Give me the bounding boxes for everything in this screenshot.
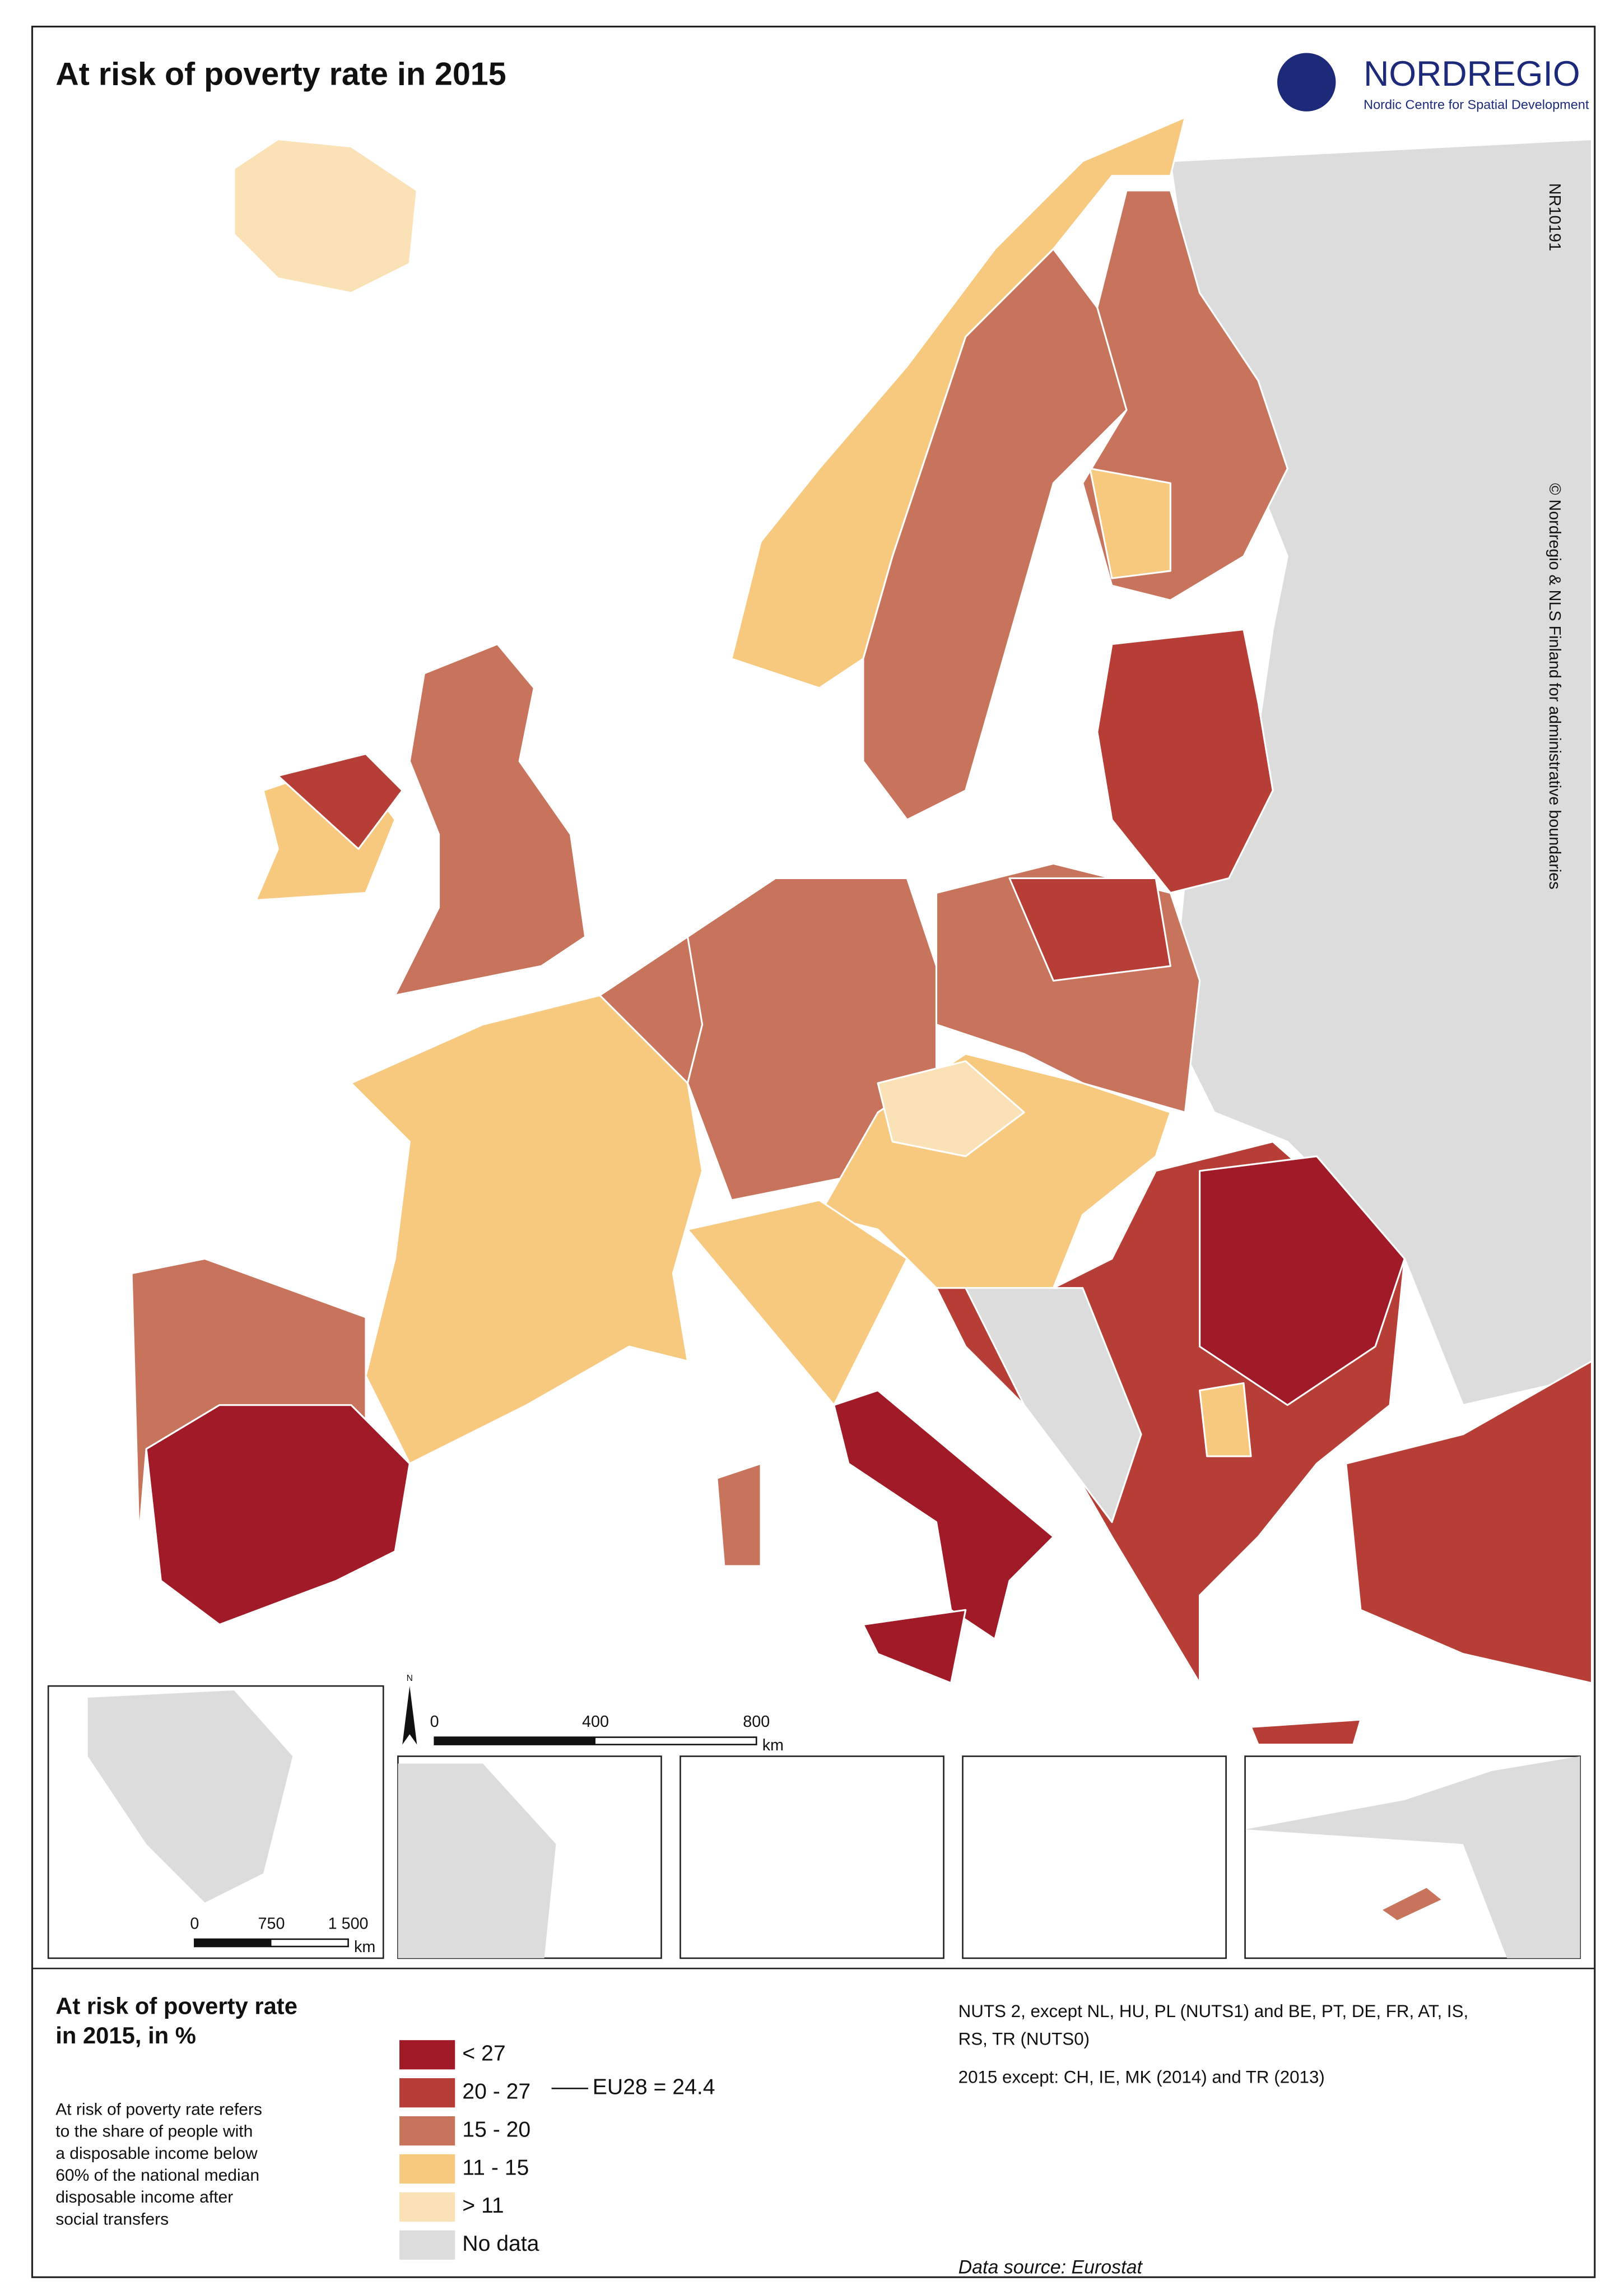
scale-label: 750	[258, 1915, 285, 1932]
region	[1008, 877, 1171, 982]
scale-unit: km	[354, 1938, 375, 1956]
north-arrow	[402, 1686, 417, 1745]
region	[1199, 1155, 1406, 1406]
legend-title: At risk of poverty rate	[55, 1993, 297, 2019]
description: 60% of the national median	[55, 2166, 259, 2185]
copyright: © Nordregio & NLS Finland for administra…	[1546, 483, 1563, 889]
region	[145, 1404, 411, 1625]
region	[233, 138, 418, 294]
inset-land	[398, 1763, 556, 1958]
legend-label: No data	[462, 2232, 539, 2256]
note: 2015 except: CH, IE, MK (2014) and TR (2…	[958, 2067, 1325, 2087]
cyprus	[1383, 1888, 1441, 1920]
legend-label: 15 - 20	[462, 2117, 531, 2141]
scale-label: 1 500	[328, 1915, 369, 1932]
scale-label: 800	[743, 1713, 770, 1731]
region	[833, 1389, 1054, 1641]
region	[686, 1199, 908, 1406]
greenland	[87, 1690, 293, 1903]
region	[862, 248, 1128, 821]
region	[862, 1609, 967, 1684]
legend-swatch	[399, 2078, 455, 2108]
north-label: N	[407, 1674, 413, 1683]
legend-label: < 27	[462, 2042, 505, 2066]
legend-swatch	[399, 2154, 455, 2184]
note: RS, TR (NUTS0)	[958, 2029, 1090, 2048]
region	[277, 752, 403, 850]
region	[965, 1287, 1142, 1523]
scale-segment	[194, 1939, 272, 1946]
legend-swatch	[399, 2116, 455, 2146]
inset-map	[680, 1755, 944, 1959]
description: a disposable income below	[55, 2144, 258, 2163]
scale-unit: km	[762, 1736, 784, 1754]
legend-label: > 11	[462, 2194, 504, 2218]
land	[131, 116, 1593, 1746]
description: social transfers	[55, 2210, 169, 2228]
note: NUTS 2, except NL, HU, PL (NUTS1) and BE…	[958, 2001, 1469, 2021]
source: Data source: Eurostat	[958, 2257, 1143, 2278]
inset-land	[1245, 1756, 1580, 1958]
legend-label: 11 - 15	[462, 2155, 529, 2180]
map-id: NR10191	[1546, 183, 1563, 251]
reference: EU28 = 24.4	[593, 2075, 715, 2099]
region	[877, 1060, 1025, 1158]
description: At risk of poverty rate refers	[55, 2100, 262, 2119]
logo-text: NORDREGIO	[1364, 54, 1580, 94]
legend-swatch	[399, 2192, 455, 2222]
region	[1096, 628, 1274, 894]
region	[394, 643, 587, 996]
legend-swatch	[399, 2230, 455, 2260]
scale-label: 0	[430, 1713, 439, 1731]
region	[1345, 1360, 1593, 1684]
legend-label: 20 - 27	[462, 2080, 531, 2104]
scale-label: 400	[582, 1713, 609, 1731]
legend-title: in 2015, in %	[55, 2022, 196, 2048]
scale-segment	[434, 1737, 595, 1745]
logo-subtitle: Nordic Centre for Spatial Development	[1364, 97, 1589, 112]
title: At risk of poverty rate in 2015	[55, 56, 506, 92]
inset-map	[962, 1755, 1227, 1959]
description: disposable income after	[55, 2188, 233, 2206]
region	[716, 1462, 762, 1567]
region	[1250, 1718, 1362, 1746]
region	[1199, 1382, 1252, 1457]
scale-label: 0	[190, 1915, 199, 1932]
logo-mark	[1277, 53, 1336, 112]
region	[1089, 467, 1171, 579]
description: to the share of people with	[55, 2122, 253, 2141]
legend-swatch	[399, 2040, 455, 2070]
